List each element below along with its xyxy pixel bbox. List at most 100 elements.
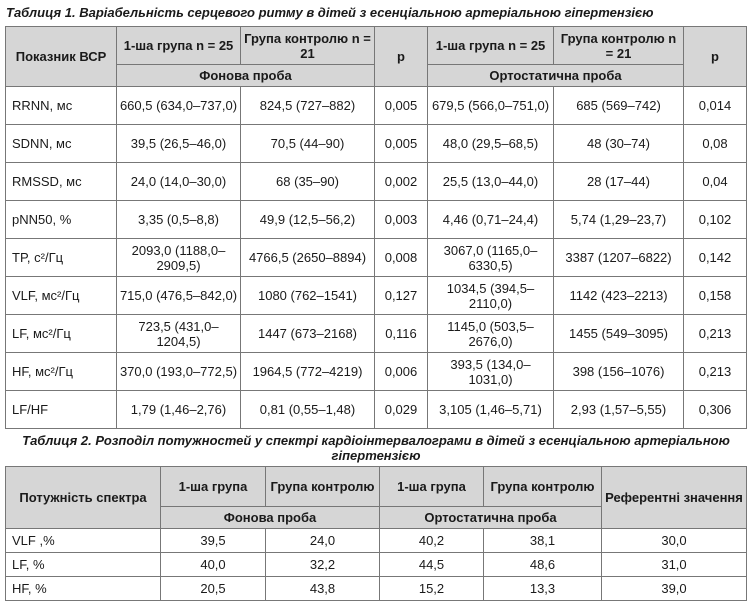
t1-header-group1-ortho: 1-ша група n = 25 bbox=[427, 26, 554, 65]
t1-cell-control: 68 (35–90) bbox=[240, 162, 375, 201]
t2-header-group1-ortho: 1-ша група bbox=[379, 466, 484, 507]
t1-cell-group1: 1,79 (1,46–2,76) bbox=[116, 390, 241, 429]
t1-cell-control-ortho: 48 (30–74) bbox=[553, 124, 684, 163]
t1-cell-control-ortho: 3387 (1207–6822) bbox=[553, 238, 684, 277]
t2-cell-group1-ortho: 40,2 bbox=[379, 528, 484, 553]
t1-row: VLF, мс²/Гц 715,0 (476,5–842,0) 1080 (762–… bbox=[5, 276, 747, 315]
t1-row: SDNN, мс 39,5 (26,5–46,0) 70,5 (44–90) 0,00… bbox=[5, 124, 747, 163]
t1-cell-indicator: pNN50, % bbox=[5, 200, 117, 239]
t1-cell-control: 4766,5 (2650–8894) bbox=[240, 238, 375, 277]
t2-row: VLF ,% 39,5 24,0 40,2 38,1 30,0 bbox=[5, 528, 747, 553]
t1-cell-p: 0,116 bbox=[374, 314, 428, 353]
t1-cell-control: 1447 (673–2168) bbox=[240, 314, 375, 353]
t1-cell-p-ortho: 0,306 bbox=[683, 390, 747, 429]
t1-row: HF, мс²/Гц 370,0 (193,0–772,5) 1964,5 (772… bbox=[5, 352, 747, 391]
t2-row: LF, % 40,0 32,2 44,5 48,6 31,0 bbox=[5, 552, 747, 577]
t1-cell-p-ortho: 0,213 bbox=[683, 352, 747, 391]
t1-cell-control: 824,5 (727–882) bbox=[240, 86, 375, 125]
t1-cell-group1: 715,0 (476,5–842,0) bbox=[116, 276, 241, 315]
t2-cell-reference: 31,0 bbox=[601, 552, 747, 577]
t1-cell-p-ortho: 0,142 bbox=[683, 238, 747, 277]
t2-cell-group1: 20,5 bbox=[160, 576, 266, 601]
t2-cell-power: HF, % bbox=[5, 576, 161, 601]
t1-cell-group1: 39,5 (26,5–46,0) bbox=[116, 124, 241, 163]
t2-cell-reference: 39,0 bbox=[601, 576, 747, 601]
t1-cell-control: 1080 (762–1541) bbox=[240, 276, 375, 315]
t2-cell-reference: 30,0 bbox=[601, 528, 747, 553]
t1-cell-p: 0,003 bbox=[374, 200, 428, 239]
t1-cell-indicator: HF, мс²/Гц bbox=[5, 352, 117, 391]
t1-cell-p: 0,127 bbox=[374, 276, 428, 315]
t1-cell-p: 0,005 bbox=[374, 86, 428, 125]
t1-row: LF, мс²/Гц 723,5 (431,0–1204,5) 1447 (673–… bbox=[5, 314, 747, 353]
t1-cell-p: 0,029 bbox=[374, 390, 428, 429]
t1-header-group1: 1-ша група n = 25 bbox=[116, 26, 241, 65]
t2-row: HF, % 20,5 43,8 15,2 13,3 39,0 bbox=[5, 576, 747, 601]
t1-cell-indicator: TP, с²/Гц bbox=[5, 238, 117, 277]
t1-cell-p: 0,006 bbox=[374, 352, 428, 391]
t2-cell-group1: 40,0 bbox=[160, 552, 266, 577]
t2-header-background-test: Фонова проба bbox=[160, 506, 380, 529]
t1-cell-group1-ortho: 4,46 (0,71–24,4) bbox=[427, 200, 554, 239]
t2-cell-group1-ortho: 15,2 bbox=[379, 576, 484, 601]
t2-cell-power: LF, % bbox=[5, 552, 161, 577]
t1-cell-p: 0,008 bbox=[374, 238, 428, 277]
t1-row: TP, с²/Гц 2093,0 (1188,0–2909,5) 4766,5 (2… bbox=[5, 238, 747, 277]
t1-cell-control: 0,81 (0,55–1,48) bbox=[240, 390, 375, 429]
t1-cell-control: 49,9 (12,5–56,2) bbox=[240, 200, 375, 239]
t1-cell-control: 1964,5 (772–4219) bbox=[240, 352, 375, 391]
t1-cell-control-ortho: 5,74 (1,29–23,7) bbox=[553, 200, 684, 239]
t1-header-control-ortho: Група контролю n = 21 bbox=[553, 26, 684, 65]
t1-header-control: Група контролю n = 21 bbox=[240, 26, 375, 65]
t1-cell-group1: 723,5 (431,0–1204,5) bbox=[116, 314, 241, 353]
t1-header-p1: р bbox=[374, 26, 428, 87]
t1-cell-group1-ortho: 1034,5 (394,5–2110,0) bbox=[427, 276, 554, 315]
t1-row: RMSSD, мс 24,0 (14,0–30,0) 68 (35–90) 0,002… bbox=[5, 162, 747, 201]
t1-row: RRNN, мс 660,5 (634,0–737,0) 824,5 (727–88… bbox=[5, 86, 747, 125]
t1-cell-p-ortho: 0,014 bbox=[683, 86, 747, 125]
t1-cell-control-ortho: 398 (156–1076) bbox=[553, 352, 684, 391]
t2-header-group1: 1-ша група bbox=[160, 466, 266, 507]
t1-cell-control: 70,5 (44–90) bbox=[240, 124, 375, 163]
t2-cell-control: 24,0 bbox=[265, 528, 380, 553]
t2-cell-control-ortho: 48,6 bbox=[483, 552, 602, 577]
t1-cell-p-ortho: 0,213 bbox=[683, 314, 747, 353]
table1-hrv: Показник ВСР 1-ша група n = 25 Група кон… bbox=[5, 26, 747, 429]
t2-header-power: Потужність спектра bbox=[5, 466, 161, 529]
t1-cell-group1: 2093,0 (1188,0–2909,5) bbox=[116, 238, 241, 277]
t2-cell-control-ortho: 38,1 bbox=[483, 528, 602, 553]
t1-cell-control-ortho: 1455 (549–3095) bbox=[553, 314, 684, 353]
t1-cell-group1: 24,0 (14,0–30,0) bbox=[116, 162, 241, 201]
t1-header-orthostatic-test: Ортостатична проба bbox=[427, 64, 684, 87]
t2-cell-group1: 39,5 bbox=[160, 528, 266, 553]
t1-cell-group1-ortho: 3,105 (1,46–5,71) bbox=[427, 390, 554, 429]
table2-caption: Таблиця 2. Розподіл потужностей у спектр… bbox=[22, 433, 730, 463]
t1-cell-indicator: VLF, мс²/Гц bbox=[5, 276, 117, 315]
t1-cell-indicator: RRNN, мс bbox=[5, 86, 117, 125]
table1-caption: Таблиця 1. Варіабельність серцевого ритм… bbox=[6, 5, 654, 20]
t2-cell-power: VLF ,% bbox=[5, 528, 161, 553]
t2-cell-control: 32,2 bbox=[265, 552, 380, 577]
t1-cell-p: 0,002 bbox=[374, 162, 428, 201]
t2-header-control-ortho: Група контролю bbox=[483, 466, 602, 507]
t1-cell-indicator: RMSSD, мс bbox=[5, 162, 117, 201]
t1-row: LF/HF 1,79 (1,46–2,76) 0,81 (0,55–1,48) 0,0… bbox=[5, 390, 747, 429]
t1-cell-control-ortho: 1142 (423–2213) bbox=[553, 276, 684, 315]
t1-cell-control-ortho: 2,93 (1,57–5,55) bbox=[553, 390, 684, 429]
t1-cell-group1-ortho: 393,5 (134,0–1031,0) bbox=[427, 352, 554, 391]
t1-cell-group1: 370,0 (193,0–772,5) bbox=[116, 352, 241, 391]
t1-cell-group1-ortho: 48,0 (29,5–68,5) bbox=[427, 124, 554, 163]
t2-header-orthostatic-test: Ортостатична проба bbox=[379, 506, 602, 529]
t1-cell-group1: 3,35 (0,5–8,8) bbox=[116, 200, 241, 239]
t1-header-p2: р bbox=[683, 26, 747, 87]
t1-row: pNN50, % 3,35 (0,5–8,8) 49,9 (12,5–56,2) 0,… bbox=[5, 200, 747, 239]
table2-spectrum: Потужність спектра 1-ша група Група конт… bbox=[5, 466, 747, 601]
t1-cell-p-ortho: 0,04 bbox=[683, 162, 747, 201]
t2-cell-group1-ortho: 44,5 bbox=[379, 552, 484, 577]
t1-cell-control-ortho: 685 (569–742) bbox=[553, 86, 684, 125]
t1-cell-indicator: LF/HF bbox=[5, 390, 117, 429]
t1-cell-p-ortho: 0,08 bbox=[683, 124, 747, 163]
t1-cell-indicator: SDNN, мс bbox=[5, 124, 117, 163]
t1-cell-group1-ortho: 3067,0 (1165,0–6330,5) bbox=[427, 238, 554, 277]
t2-cell-control-ortho: 13,3 bbox=[483, 576, 602, 601]
